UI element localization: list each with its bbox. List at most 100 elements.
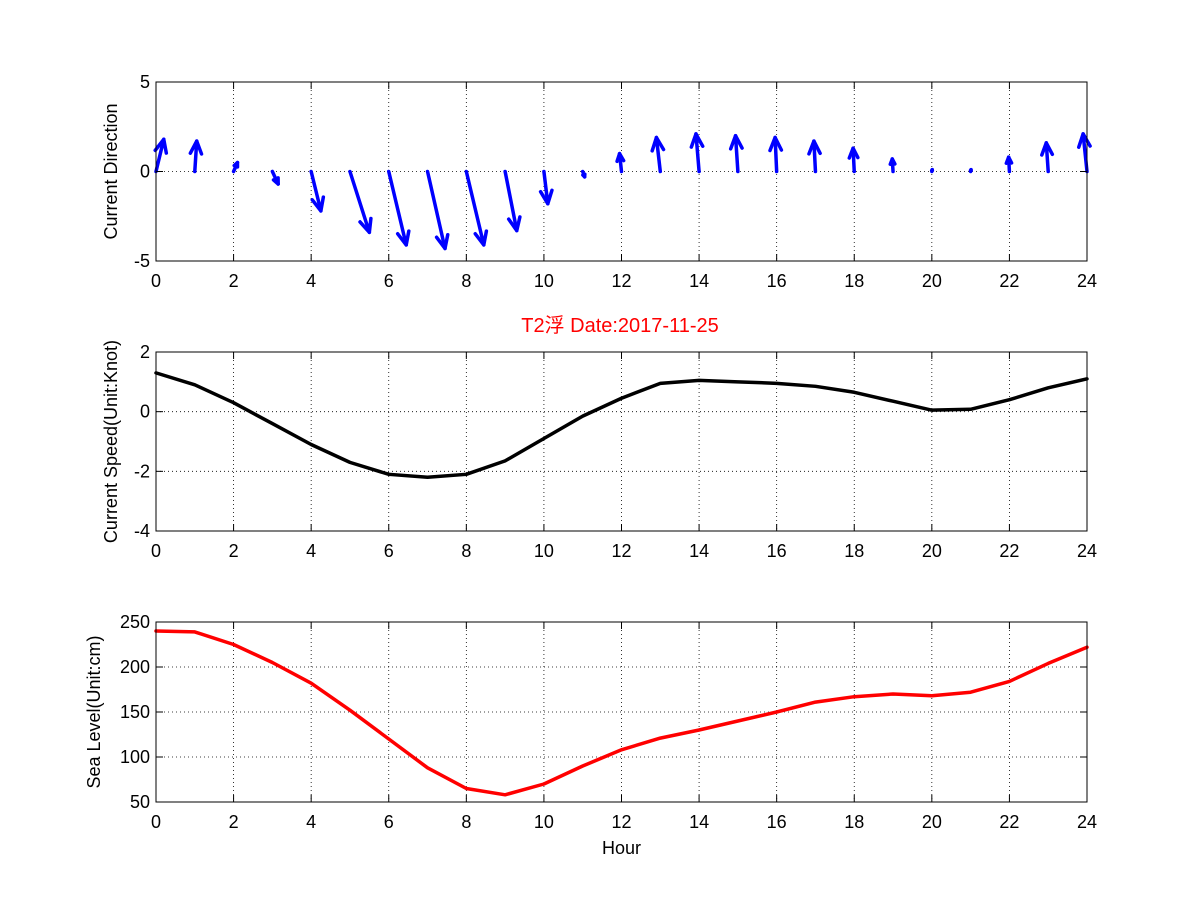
arrow-head <box>473 229 489 247</box>
x-tick-label: 8 <box>461 271 471 291</box>
arrow-shaft <box>694 132 701 174</box>
x-tick-label: 24 <box>1077 541 1097 561</box>
x-tick-label: 0 <box>151 541 161 561</box>
arrow-shaft <box>193 139 199 174</box>
x-tick-label: 24 <box>1077 812 1097 832</box>
direction-arrow <box>888 157 897 174</box>
arrow-head <box>232 160 240 169</box>
arrow-shaft <box>154 137 166 174</box>
y-axis-label: Current Direction <box>101 103 121 239</box>
arrow-shaft <box>309 169 323 213</box>
x-tick-label: 16 <box>767 541 787 561</box>
arrow-head <box>1040 141 1055 157</box>
direction-arrow <box>1004 155 1014 174</box>
arrow-head <box>615 151 626 164</box>
arrow-shaft <box>773 135 779 174</box>
arrow-head <box>434 232 450 251</box>
x-tick-label: 12 <box>611 541 631 561</box>
y-tick-label: -5 <box>134 251 150 271</box>
arrow-head <box>689 132 705 149</box>
x-tick-label: 6 <box>384 541 394 561</box>
sea-level-line <box>154 629 1089 797</box>
arrow-head <box>581 172 587 179</box>
y-tick-label: 250 <box>120 612 150 632</box>
direction-arrow <box>650 135 666 174</box>
x-tick-label: 20 <box>922 812 942 832</box>
arrow-head <box>188 139 204 156</box>
y-tick-label: -4 <box>134 521 150 541</box>
direction-arrow <box>847 146 860 174</box>
arrow-head <box>650 135 666 153</box>
figure-title: T2浮 Date:2017-11-25 <box>521 314 719 337</box>
x-tick-label: 10 <box>534 541 554 561</box>
direction-arrow <box>231 160 240 174</box>
arrow-head <box>888 157 897 167</box>
arrow-shaft <box>733 133 740 174</box>
direction-arrow <box>348 169 373 235</box>
x-tick-label: 2 <box>229 271 239 291</box>
x-tick-label: 0 <box>151 812 161 832</box>
x-tick-label: 22 <box>999 541 1019 561</box>
y-axis-label: Sea Level(Unit:cm) <box>84 635 104 788</box>
x-tick-label: 4 <box>306 541 316 561</box>
arrow-head <box>728 133 744 151</box>
x-tick-label: 8 <box>461 812 471 832</box>
arrow-head <box>768 135 784 153</box>
direction-arrow <box>968 167 973 174</box>
direction-arrow <box>538 169 554 206</box>
direction-arrow <box>464 169 489 247</box>
arrow-head <box>1004 155 1014 165</box>
x-tick-label: 18 <box>844 812 864 832</box>
arrow-head <box>538 188 554 206</box>
y-tick-label: 0 <box>140 162 150 182</box>
arrow-head <box>395 229 411 247</box>
y-tick-label: 50 <box>130 792 150 812</box>
x-tick-label: 2 <box>229 541 239 561</box>
direction-arrow <box>387 169 411 247</box>
direction-arrow <box>425 169 450 251</box>
y-tick-label: -2 <box>134 461 150 481</box>
x-tick-label: 20 <box>922 541 942 561</box>
arrow-head <box>929 167 935 173</box>
arrow-shaft <box>1081 132 1089 174</box>
x-tick-label: 10 <box>534 812 554 832</box>
x-tick-label: 16 <box>767 812 787 832</box>
arrow-head <box>807 139 822 156</box>
arrow-head <box>310 195 326 213</box>
x-tick-label: 6 <box>384 271 394 291</box>
current-speed-line <box>154 371 1089 480</box>
x-tick-label: 12 <box>611 271 631 291</box>
x-tick-label: 0 <box>151 271 161 291</box>
direction-arrow <box>768 135 784 174</box>
arrow-head <box>271 176 280 186</box>
direction-arrow <box>580 169 587 179</box>
arrow-shaft <box>348 169 372 235</box>
x-tick-label: 8 <box>461 541 471 561</box>
direction-arrow <box>615 151 626 174</box>
direction-arrow <box>188 139 204 174</box>
direction-arrow <box>1077 132 1092 174</box>
arrow-head <box>506 215 522 233</box>
arrow-shaft <box>387 169 408 247</box>
x-tick-label: 10 <box>534 271 554 291</box>
y-tick-label: 150 <box>120 702 150 722</box>
direction-arrow <box>807 139 822 174</box>
y-tick-label: 100 <box>120 747 150 767</box>
x-tick-label: 24 <box>1077 271 1097 291</box>
direction-arrow <box>270 169 280 186</box>
x-tick-label: 2 <box>229 812 239 832</box>
arrow-head <box>358 216 373 235</box>
x-axis-label: Hour <box>602 838 641 858</box>
x-tick-label: 6 <box>384 812 394 832</box>
arrow-shaft <box>542 169 550 206</box>
x-tick-label: 18 <box>844 271 864 291</box>
x-tick-label: 12 <box>611 812 631 832</box>
arrow-shaft <box>464 169 486 247</box>
arrow-head <box>968 167 973 173</box>
x-tick-label: 14 <box>689 541 709 561</box>
x-tick-label: 14 <box>689 271 709 291</box>
direction-arrow <box>929 167 935 174</box>
